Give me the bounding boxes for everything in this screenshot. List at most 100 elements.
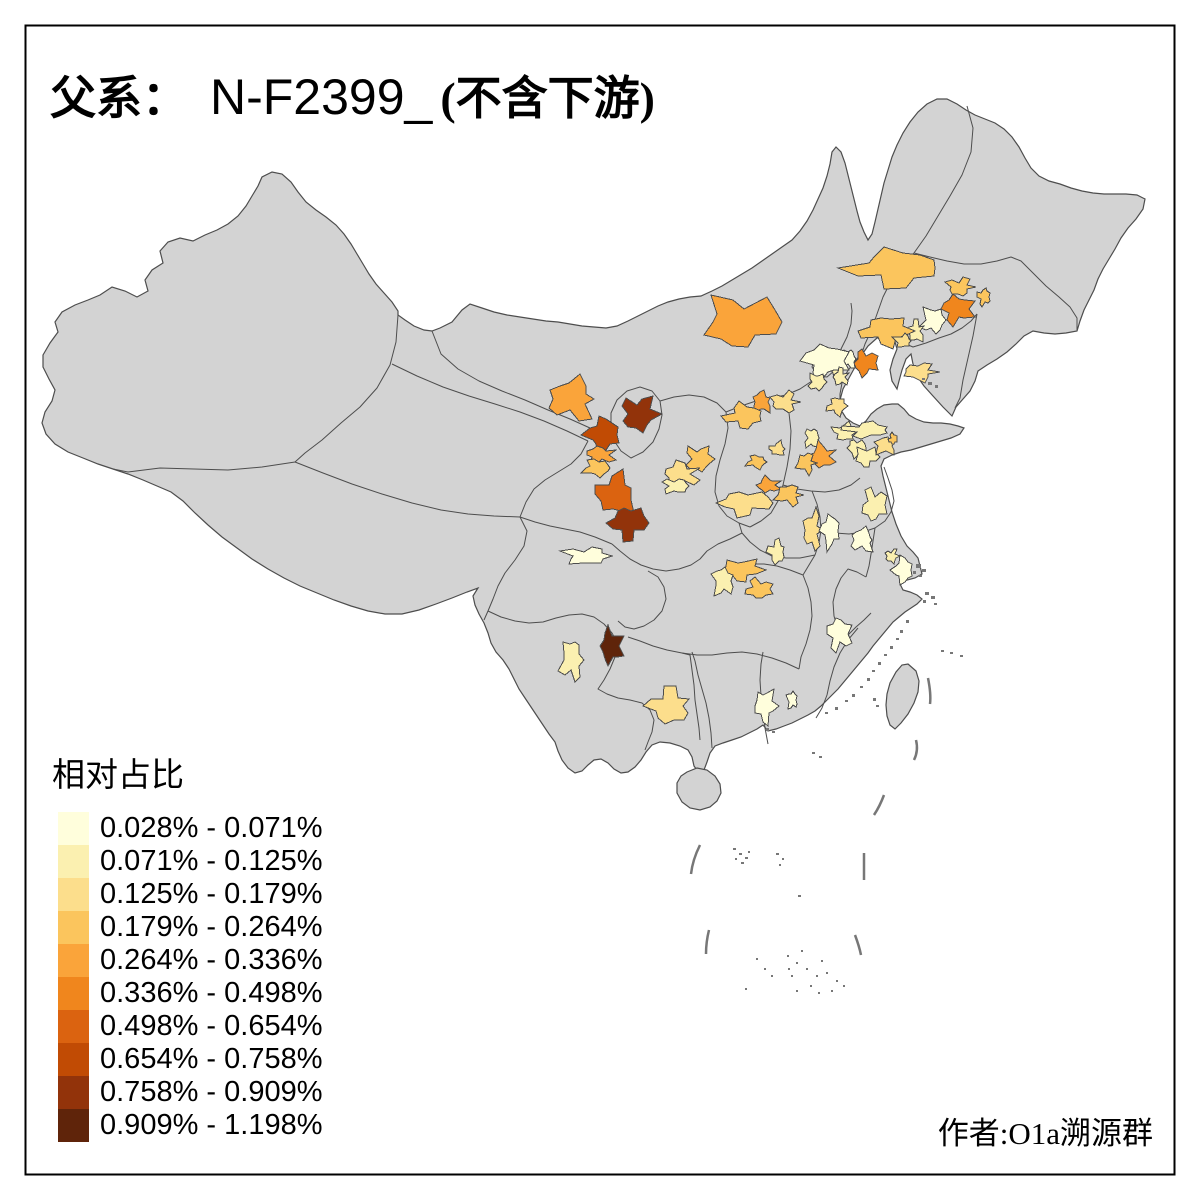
small-island-dot (900, 630, 903, 633)
small-island-dot (931, 596, 935, 599)
small-island-dot (845, 700, 848, 702)
small-island-dot (916, 564, 921, 568)
small-island-dot (816, 975, 818, 977)
legend-swatch (58, 878, 89, 911)
province-borders (112, 105, 1078, 751)
legend-rows: 0.028% - 0.071% 0.071% - 0.125% 0.125% - 0… (58, 812, 322, 1142)
province-border (714, 411, 751, 528)
legend-row: 0.028% - 0.071% (58, 812, 322, 845)
legend-swatch (58, 977, 89, 1010)
province-border (802, 554, 816, 576)
prefecture-region (714, 491, 774, 519)
small-island-dot (919, 575, 922, 577)
province-border (611, 532, 743, 572)
prefecture-region (605, 507, 650, 543)
legend-label: 0.125% - 0.179% (100, 878, 323, 910)
province-border (487, 610, 619, 645)
small-island-dot (745, 857, 748, 859)
legend-swatch (58, 812, 89, 845)
small-island-dot (896, 638, 899, 640)
small-island-dot (796, 962, 798, 964)
small-island-dot (791, 975, 793, 977)
small-island-dot (796, 990, 798, 992)
prefecture-region (976, 287, 991, 308)
small-island-dot (812, 752, 815, 754)
legend-label: 0.498% - 0.654% (100, 1010, 323, 1042)
province-border (681, 652, 701, 741)
small-island-dot (810, 985, 812, 987)
prefecture-region (685, 445, 716, 473)
small-island-dot (960, 655, 963, 657)
legend-label: 0.179% - 0.264% (100, 911, 323, 943)
province-border (798, 574, 813, 670)
prefecture-region (743, 454, 768, 471)
legend-label: 0.336% - 0.498% (100, 977, 323, 1009)
prefecture-region (855, 446, 881, 468)
prefecture-region (853, 348, 879, 379)
prefecture-region (579, 458, 611, 479)
small-island-dot (935, 385, 938, 388)
legend-label: 0.654% - 0.758% (100, 1043, 323, 1075)
prefecture-region (765, 537, 785, 566)
nine-dash-line-segment (912, 739, 919, 761)
prefecture-region (548, 373, 595, 422)
prefecture-region (850, 525, 874, 553)
small-island-dot (928, 382, 932, 385)
small-island-dot (741, 862, 744, 864)
small-island-dot (766, 728, 769, 731)
province-border (627, 636, 800, 670)
small-island-dot (798, 895, 801, 897)
prefecture-region (799, 343, 850, 385)
prefecture-region (754, 688, 780, 727)
figure-frame (24, 24, 1176, 1176)
small-island-dot (806, 968, 808, 970)
small-island-dot (745, 988, 747, 990)
title-haplogroup-code: N-F2399_ (210, 69, 433, 125)
province-border (617, 570, 667, 630)
small-island-dot (819, 756, 822, 758)
legend-swatch (58, 1109, 89, 1142)
small-island-dot (831, 990, 833, 992)
prefecture-region (664, 459, 701, 486)
prefecture-region (785, 690, 798, 710)
small-island-dot (906, 620, 909, 623)
legend-row: 0.654% - 0.758% (58, 1043, 322, 1076)
province-border (749, 394, 792, 528)
province-border (820, 466, 895, 535)
attribution-text: 作者:O1a溯源群 (937, 1116, 1153, 1151)
legend-row: 0.125% - 0.179% (58, 878, 322, 911)
province-border (865, 527, 876, 578)
small-island-dot (826, 972, 828, 974)
small-island-dot (756, 958, 758, 960)
small-island-dot (843, 985, 845, 987)
province-border (913, 252, 1078, 330)
prefecture-region (802, 505, 824, 552)
prefecture-region (557, 641, 585, 683)
small-island-dot (884, 654, 887, 656)
small-island-dot (764, 968, 766, 970)
prefecture-region (889, 554, 913, 586)
prefecture-region (887, 431, 898, 445)
province-border (294, 461, 521, 518)
small-island-dot (821, 960, 823, 962)
province-border (391, 363, 589, 442)
prefecture-region (558, 546, 614, 565)
legend-label: 0.909% - 1.198% (100, 1109, 323, 1141)
page-title: 父系： N-F2399_ (不含下游) (50, 62, 655, 128)
legend-label: 0.264% - 0.336% (100, 944, 323, 976)
province-border (597, 643, 655, 751)
legend-swatch (58, 1010, 89, 1043)
small-island-dot (801, 950, 803, 952)
prefecture-region (918, 306, 947, 335)
small-island-dot (922, 378, 925, 380)
small-island-dot (872, 670, 875, 672)
small-island-dot (890, 646, 893, 649)
legend-swatch (58, 944, 89, 977)
small-island-dot (925, 592, 929, 595)
prefecture-region (836, 246, 936, 290)
prefecture-region (768, 439, 786, 456)
small-island-dot (825, 712, 828, 714)
province-border (691, 651, 713, 749)
